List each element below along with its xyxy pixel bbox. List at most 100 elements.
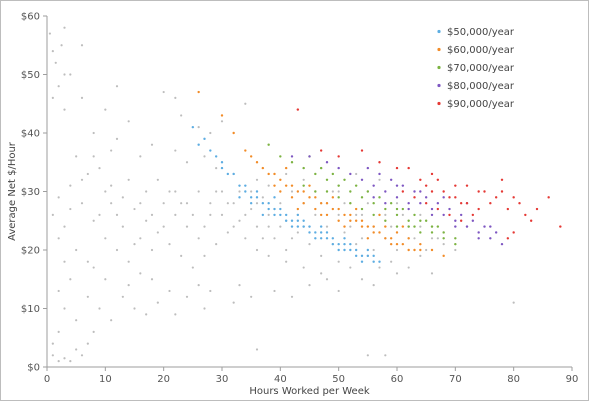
series-point-3: [360, 196, 364, 199]
series-point-2: [325, 213, 329, 217]
background-point: [86, 342, 89, 345]
series-point-2: [319, 202, 323, 205]
background-point: [191, 213, 194, 216]
series-point-2: [366, 225, 370, 228]
series-point-2: [407, 248, 410, 252]
background-point: [63, 26, 66, 29]
series-point-2: [337, 219, 340, 222]
background-point: [121, 295, 124, 298]
series-point-1: [220, 161, 224, 164]
background-point: [98, 307, 101, 310]
series-point-4: [308, 155, 311, 158]
series-point-4: [290, 155, 294, 158]
series-points: [191, 90, 562, 263]
series-point-5: [500, 190, 504, 193]
series-point-4: [448, 207, 451, 211]
series-point-1: [325, 237, 329, 240]
background-point: [395, 202, 399, 205]
series-point-2: [419, 248, 422, 252]
series-point-3: [442, 237, 445, 240]
background-point: [320, 254, 323, 257]
background-point: [390, 260, 393, 263]
background-point: [349, 266, 352, 269]
series-point-4: [454, 219, 457, 222]
series-point-2: [273, 172, 276, 176]
series-point-1: [331, 237, 335, 240]
background-point: [51, 50, 54, 53]
series-point-1: [296, 219, 300, 222]
background-point: [238, 219, 241, 222]
series-point-5: [360, 149, 364, 152]
background-point: [220, 190, 224, 193]
series-point-5: [506, 237, 510, 240]
series-point-3: [279, 155, 282, 158]
background-point: [110, 149, 113, 152]
series-point-4: [372, 196, 375, 199]
background-point: [69, 278, 72, 281]
background-point: [320, 272, 323, 275]
series-point-5: [436, 207, 440, 211]
background-point: [150, 278, 154, 281]
background-point: [390, 225, 393, 228]
background-point: [366, 202, 369, 205]
background-point: [261, 237, 264, 240]
series-point-2: [343, 225, 346, 228]
background-point: [203, 225, 206, 228]
series-point-4: [419, 190, 422, 193]
background-point: [267, 254, 270, 257]
series-point-4: [424, 196, 428, 199]
background-point: [255, 248, 259, 252]
series-point-1: [319, 231, 323, 234]
series-point-1: [255, 190, 259, 193]
series-point-5: [413, 196, 416, 199]
series-point-5: [477, 207, 480, 211]
series-point-3: [319, 166, 323, 170]
series-point-2: [343, 213, 346, 217]
series-point-2: [261, 166, 265, 170]
series-point-1: [244, 184, 247, 187]
background-point: [110, 319, 113, 322]
background-point: [69, 184, 72, 187]
series-point-3: [407, 219, 410, 222]
background-point: [238, 190, 241, 193]
series-point-2: [319, 213, 323, 217]
y-tick-label: $10: [21, 304, 40, 315]
background-point: [255, 178, 259, 181]
background-point: [63, 357, 66, 360]
series-point-4: [378, 172, 381, 176]
background-point: [121, 196, 124, 199]
series-point-1: [255, 196, 259, 199]
x-axis-title: Hours Worked per Week: [249, 386, 370, 397]
series-point-2: [279, 190, 282, 193]
background-point: [48, 32, 52, 35]
series-point-5: [430, 172, 434, 176]
legend-label: $80,000/year: [447, 81, 515, 92]
series-point-2: [419, 242, 422, 246]
background-point: [325, 278, 329, 281]
series-point-2: [331, 207, 335, 211]
background-point: [378, 266, 381, 269]
series-point-5: [559, 225, 562, 228]
series-point-4: [413, 190, 416, 193]
series-point-1: [261, 213, 265, 217]
series-point-3: [454, 242, 457, 246]
legend-marker: [437, 101, 441, 106]
background-point: [384, 354, 387, 357]
series-point-5: [401, 190, 405, 193]
series-point-1: [290, 219, 294, 222]
series-point-3: [331, 172, 335, 176]
series-point-4: [337, 166, 340, 170]
background-point: [104, 237, 107, 240]
series-point-5: [477, 190, 480, 193]
background-point: [133, 307, 136, 310]
background-point: [92, 155, 95, 158]
background-point: [162, 202, 165, 205]
background-point: [80, 202, 84, 205]
series-point-3: [302, 166, 305, 170]
background-point: [337, 213, 340, 216]
series-point-2: [302, 202, 305, 205]
background-point: [104, 190, 107, 193]
background-point: [384, 213, 387, 216]
series-point-4: [442, 196, 445, 199]
background-point: [115, 213, 119, 216]
